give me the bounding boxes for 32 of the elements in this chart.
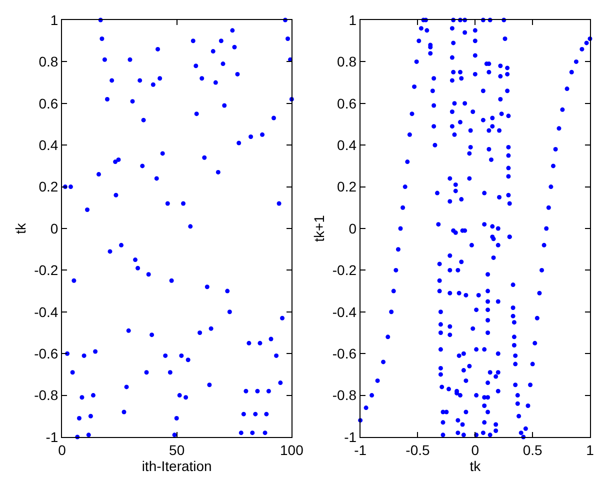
y-tick-label: -1 <box>344 428 357 445</box>
y-tick-label: 0.4 <box>38 137 58 153</box>
y-tick-label: -0.8 <box>34 387 58 404</box>
y-tick-label: 0.6 <box>38 95 58 112</box>
x-axis-title: ith-Iteration <box>142 458 212 474</box>
y-axis-title: tk <box>12 222 29 234</box>
y-tick-label: -0.6 <box>332 346 357 362</box>
y-tick-label: 0.6 <box>337 95 357 112</box>
y-tick-label: -0.2 <box>332 262 357 278</box>
x-tick-label: 1 <box>586 442 594 458</box>
y-tick-label: -0.4 <box>34 304 58 320</box>
x-axis-title: tk <box>470 458 482 474</box>
y-tick-label: 0.2 <box>337 178 357 195</box>
x-tick-label: 100 <box>280 442 304 458</box>
y-tick-label: -1 <box>46 428 58 445</box>
y-tick-label: 0.8 <box>337 54 357 70</box>
x-tick-label: 50 <box>169 442 185 458</box>
y-axis-title: tk+1 <box>310 214 327 242</box>
x-tick-label: -0.5 <box>406 442 430 458</box>
y-tick-label: 0 <box>50 220 58 236</box>
x-tick-label: 0 <box>471 442 480 458</box>
x-tick-label: 0.5 <box>522 442 543 458</box>
y-tick-label: 1 <box>50 12 58 28</box>
y-tick-label: -0.4 <box>332 304 357 320</box>
y-tick-label: -0.6 <box>34 346 58 362</box>
y-tick-label: -0.2 <box>34 262 58 278</box>
y-tick-label: 0.4 <box>337 137 357 153</box>
y-tick-label: 0.2 <box>38 178 58 195</box>
y-tick-label: 0.8 <box>38 54 58 70</box>
y-tick-label: 1 <box>348 12 357 28</box>
y-tick-label: -0.8 <box>332 387 357 404</box>
y-tick-label: 0 <box>348 220 357 236</box>
